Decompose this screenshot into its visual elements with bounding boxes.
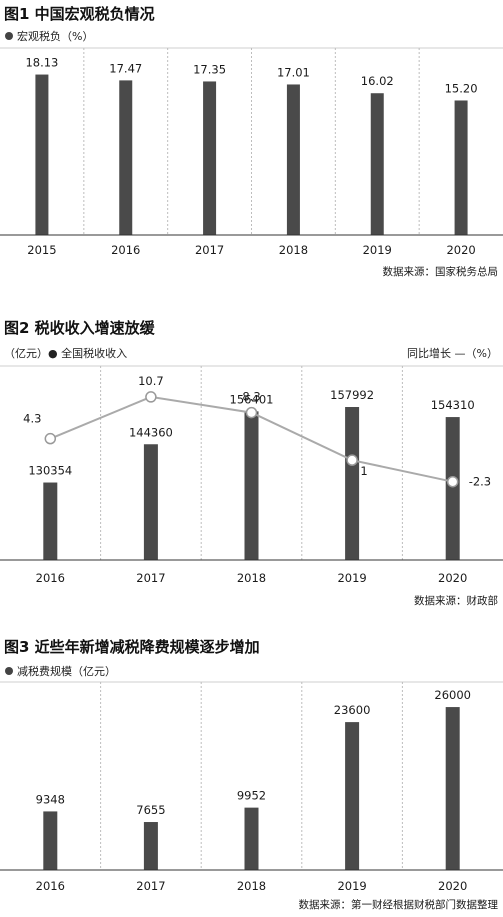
chart-1-gridlines	[83, 48, 420, 235]
value-label-2019: 16.02	[361, 74, 394, 88]
value-label-2020: 26000	[434, 688, 471, 702]
chart-2-source: 数据来源：财政部	[414, 594, 498, 607]
chart-1-title: 图1 中国宏观税负情况	[4, 5, 155, 23]
growth-point-2018	[245, 406, 258, 419]
value-label-2018: 9952	[237, 789, 266, 803]
chart-3-value-labels: 9348 7655 9952 23600 26000	[36, 688, 471, 817]
growth-point-2020	[446, 475, 459, 488]
value-label-2018: 156401	[230, 392, 274, 406]
value-label-2016: 9348	[36, 792, 65, 806]
value-label-2015: 18.13	[25, 56, 58, 70]
chart-1-tick-labels: 2015 2016 2017 2018 2019 2020	[27, 243, 475, 257]
bar-2020	[445, 417, 460, 560]
tick-label-2020: 2020	[446, 243, 475, 257]
chart-3-legend: 减税费规模（亿元）	[17, 664, 116, 678]
chart-2-growth-labels: 4.3 10.7 8.3 1 -2.3	[23, 374, 491, 489]
value-label-2020: 154310	[431, 398, 475, 412]
chart-3-legend-dot-icon	[5, 667, 13, 675]
chart-2-legend-right: 同比增长 —（%）	[407, 346, 498, 360]
growth-point-2016	[44, 432, 57, 445]
chart-1-bars	[35, 74, 468, 236]
growth-label-2019: 1	[360, 464, 367, 478]
chart-3-title: 图3 近些年新增减税降费规模逐步增加	[4, 638, 260, 656]
tick-label-2019: 2019	[337, 571, 366, 585]
bar-2018	[244, 411, 259, 560]
growth-point-2019	[346, 454, 358, 466]
growth-label-2016: 4.3	[23, 412, 41, 426]
value-label-2018: 17.01	[277, 65, 310, 79]
value-label-2019: 23600	[334, 703, 371, 717]
chart-1: 图1 中国宏观税负情况 宏观税负（%） 18.13 17.47 17.35 17.01…	[0, 5, 503, 278]
bar-2015	[35, 74, 49, 235]
bar-2019	[345, 407, 360, 560]
value-label-2016: 130354	[28, 464, 72, 478]
value-label-2017: 7655	[136, 803, 165, 817]
tick-label-2020: 2020	[438, 879, 467, 893]
chart-1-value-labels: 18.13 17.47 17.35 17.01 16.02 15.20	[25, 56, 477, 96]
bar-2020	[454, 100, 468, 235]
bar-2017	[143, 822, 158, 870]
value-label-2017: 144360	[129, 425, 173, 439]
growth-label-2020: -2.3	[469, 475, 491, 489]
tick-label-2019: 2019	[363, 243, 392, 257]
chart-2: 图2 税收收入增速放缓 （亿元）● 全国税收收入 同比增长 —（%） 13035…	[0, 319, 503, 607]
growth-label-2017: 10.7	[138, 374, 164, 388]
chart-2-growth-points	[44, 391, 459, 488]
chart-2-title: 图2 税收收入增速放缓	[4, 319, 156, 337]
tick-label-2015: 2015	[27, 243, 56, 257]
tick-label-2018: 2018	[237, 879, 266, 893]
value-label-2019: 157992	[330, 388, 374, 402]
chart-1-legend: 宏观税负（%）	[17, 29, 93, 43]
tick-label-2018: 2018	[279, 243, 308, 257]
value-label-2017: 17.35	[193, 62, 226, 76]
bar-2019	[345, 722, 360, 870]
chart-3-bars	[43, 707, 460, 870]
tick-label-2016: 2016	[36, 879, 65, 893]
bar-2020	[445, 707, 460, 870]
chart-2-bars	[43, 407, 460, 560]
tick-label-2018: 2018	[237, 571, 266, 585]
value-label-2016: 17.47	[109, 61, 142, 75]
tick-label-2017: 2017	[136, 571, 165, 585]
chart-2-tick-labels: 2016 2017 2018 2019 2020	[36, 571, 468, 585]
bar-2016	[43, 482, 58, 560]
chart-3-gridlines	[100, 682, 403, 870]
tick-label-2017: 2017	[195, 243, 224, 257]
bar-2018	[286, 84, 300, 235]
bar-2016	[43, 811, 58, 870]
chart-2-gridlines	[100, 366, 403, 560]
chart-3-source: 数据来源：第一财经根据财税部门数据整理	[299, 898, 499, 911]
tick-label-2016: 2016	[111, 243, 140, 257]
chart-2-value-labels: 130354 144360 156401 157992 154310	[28, 388, 474, 478]
bar-2017	[203, 81, 217, 235]
tick-label-2020: 2020	[438, 571, 467, 585]
chart-1-legend-dot-icon	[5, 32, 13, 40]
bar-2016	[119, 80, 133, 235]
bar-2017	[143, 444, 158, 560]
bar-2018	[244, 807, 259, 870]
growth-label-2018: 8.3	[242, 390, 260, 404]
chart-3-tick-labels: 2016 2017 2018 2019 2020	[36, 879, 468, 893]
tick-label-2017: 2017	[136, 879, 165, 893]
chart-2-legend: （亿元）● 全国税收收入	[4, 346, 127, 360]
chart-3: 图3 近些年新增减税降费规模逐步增加 减税费规模（亿元） 9348 7655 995…	[0, 638, 503, 911]
tick-label-2019: 2019	[337, 879, 366, 893]
chart-1-source: 数据来源：国家税务总局	[383, 265, 499, 278]
value-label-2020: 15.20	[445, 81, 478, 95]
bar-2019	[370, 93, 384, 236]
tick-label-2016: 2016	[36, 571, 65, 585]
growth-point-2017	[145, 391, 157, 403]
